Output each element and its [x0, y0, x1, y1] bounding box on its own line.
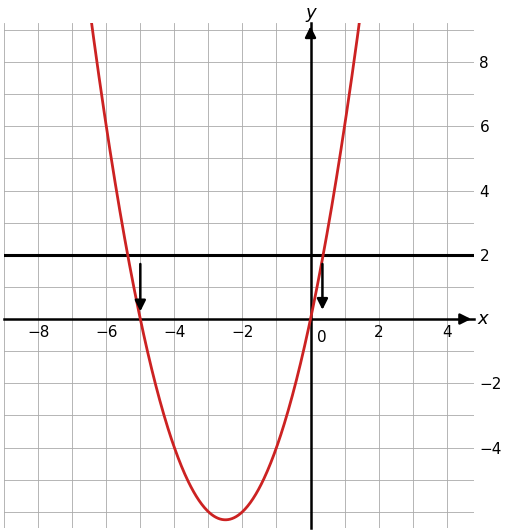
- Text: y: y: [305, 4, 315, 22]
- Text: 0: 0: [316, 330, 326, 345]
- Text: x: x: [476, 310, 487, 328]
